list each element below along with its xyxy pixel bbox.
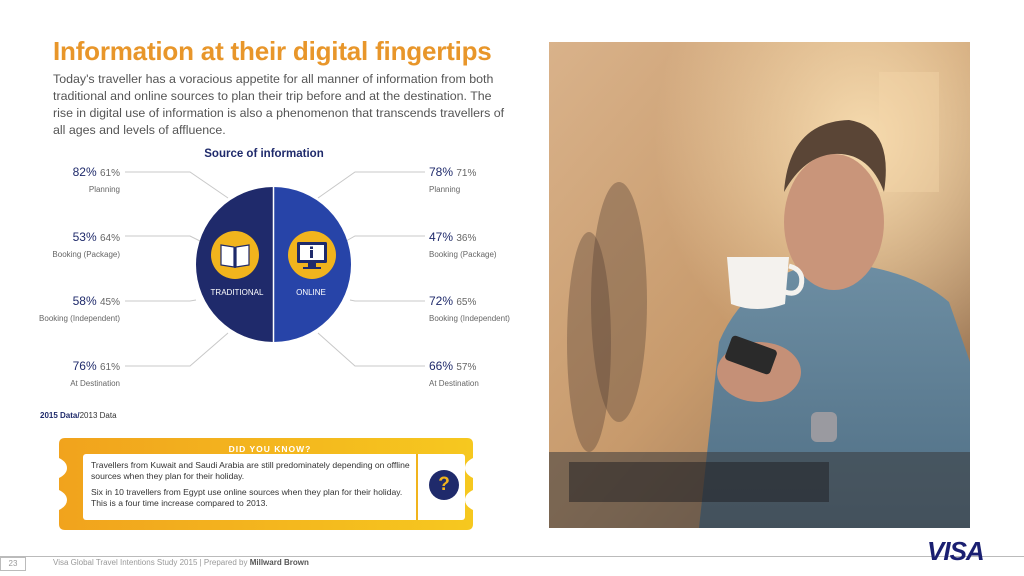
- value-2013: 65%: [456, 297, 477, 308]
- value-2015: 72%: [429, 294, 454, 308]
- book-icon: [211, 231, 259, 279]
- connector-line: [349, 299, 425, 302]
- page-title: Information at their digital fingertips: [53, 36, 492, 66]
- page-number: 23: [0, 557, 26, 571]
- value-2013: 36%: [456, 233, 477, 244]
- traditional-label: TRADITIONAL: [210, 288, 264, 297]
- did-you-know-ticket: [59, 438, 473, 530]
- value-2013: 64%: [99, 233, 120, 244]
- value-2015: 76%: [72, 359, 97, 373]
- connector-line: [125, 171, 229, 199]
- traditional-at-destination-stat: 76% 61% At Destination: [0, 359, 120, 388]
- did-you-know-heading: DID YOU KNOW?: [228, 444, 312, 454]
- traditional-booking-package-stat: 53% 64% Booking (Package): [0, 230, 120, 259]
- connector-line: [125, 332, 229, 367]
- value-2015: 58%: [72, 294, 97, 308]
- online-booking-package-stat: 47% 36% Booking (Package): [429, 230, 549, 259]
- did-you-know-paragraph: Six in 10 travellers from Egypt use onli…: [91, 487, 403, 508]
- connector-line: [125, 299, 197, 302]
- online-booking-independent-stat: 72% 65% Booking (Independent): [429, 294, 549, 323]
- did-you-know-paragraph: Travellers from Kuwait and Saudi Arabia …: [91, 460, 410, 481]
- stat-label: Booking (Package): [429, 250, 497, 259]
- visa-logo: VISA: [927, 536, 985, 566]
- legend-2015: 2015 Data/: [40, 411, 80, 420]
- value-2013: 45%: [99, 297, 120, 308]
- source-title: Source of information: [204, 148, 324, 160]
- stat-label: At Destination: [70, 379, 120, 388]
- stat-label: Booking (Independent): [39, 314, 120, 323]
- footer-text: Visa Global Travel Intentions Study 2015…: [53, 558, 309, 567]
- stat-label: Planning: [429, 185, 461, 194]
- value-2013: 71%: [456, 168, 477, 179]
- value-2013: 57%: [456, 362, 477, 373]
- value-2015: 53%: [72, 230, 97, 244]
- stat-label: Booking (Package): [52, 250, 120, 259]
- footer-brand: Millward Brown: [249, 558, 309, 567]
- online-planning-stat: 78% 71% Planning: [429, 165, 549, 194]
- traditional-booking-independent-stat: 58% 45% Booking (Independent): [0, 294, 120, 323]
- value-2013: 61%: [99, 362, 120, 373]
- connector-line: [317, 332, 425, 367]
- did-you-know-text: Travellers from Kuwait and Saudi Arabia …: [91, 460, 417, 514]
- connector-line: [345, 235, 425, 242]
- stat-label: At Destination: [429, 379, 479, 388]
- online-at-destination-stat: 66% 57% At Destination: [429, 359, 549, 388]
- value-2015: 66%: [429, 359, 454, 373]
- value-2015: 78%: [429, 165, 454, 179]
- footer-divider: [0, 556, 1024, 557]
- value-2015: 82%: [72, 165, 97, 179]
- source-circle: TRADITIONAL ONLINE: [196, 187, 351, 342]
- footer-study: Visa Global Travel Intentions Study 2015…: [53, 558, 250, 567]
- intro-paragraph: Today's traveller has a voracious appeti…: [53, 72, 505, 137]
- legend-2013: 2013 Data: [79, 411, 117, 420]
- value-2013: 61%: [99, 168, 120, 179]
- stat-label: Planning: [88, 185, 120, 194]
- connector-line: [125, 235, 201, 242]
- traditional-planning-stat: 82% 61% Planning: [0, 165, 120, 194]
- stat-label: Booking (Independent): [429, 314, 510, 323]
- connector-line: [317, 171, 425, 199]
- traveller-photo: [549, 42, 970, 528]
- computer-icon: [288, 231, 336, 279]
- data-legend: 2015 Data/2013 Data: [40, 411, 117, 420]
- online-label: ONLINE: [296, 288, 326, 297]
- value-2015: 47%: [429, 230, 454, 244]
- question-mark-icon: ?: [429, 470, 459, 500]
